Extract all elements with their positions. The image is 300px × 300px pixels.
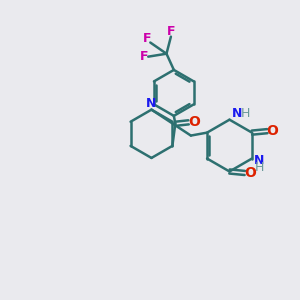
Text: H: H bbox=[255, 161, 264, 175]
Text: O: O bbox=[244, 166, 256, 180]
Text: N: N bbox=[146, 97, 156, 110]
Text: N: N bbox=[232, 107, 242, 120]
Text: N: N bbox=[254, 154, 265, 166]
Text: O: O bbox=[188, 115, 200, 129]
Text: F: F bbox=[142, 32, 151, 46]
Text: H: H bbox=[241, 107, 250, 120]
Text: F: F bbox=[140, 50, 148, 63]
Text: O: O bbox=[267, 124, 278, 138]
Text: F: F bbox=[167, 26, 176, 38]
